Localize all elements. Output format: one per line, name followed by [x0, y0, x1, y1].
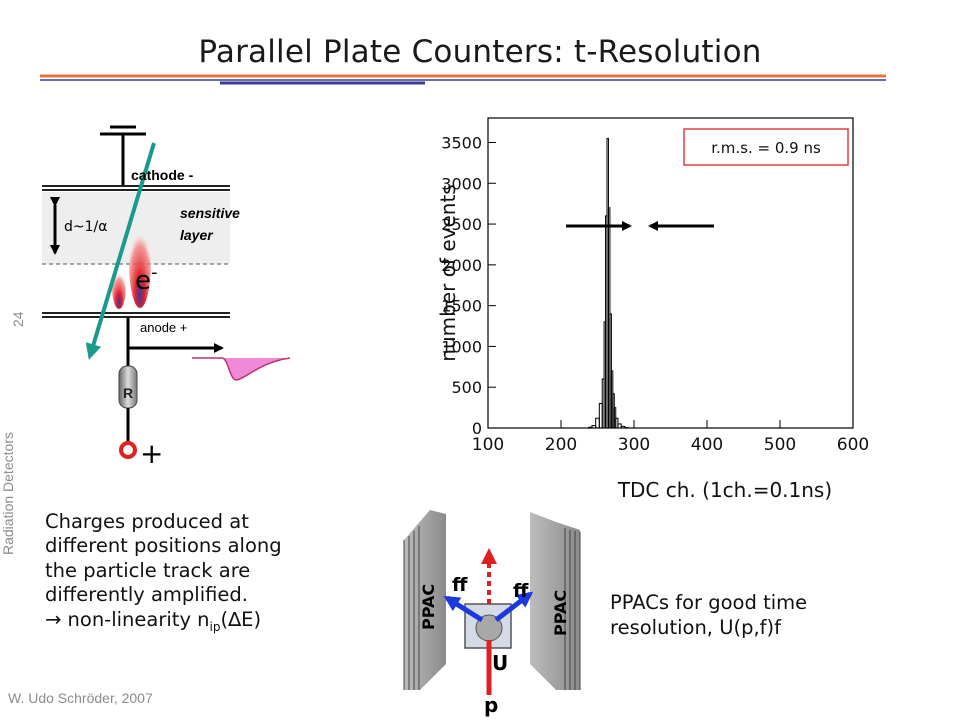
x-tick-label: 100 — [472, 435, 504, 455]
y-tick-label: 3500 — [441, 133, 482, 152]
description-text-prefix: → non-linearity n — [45, 607, 210, 631]
ff-left-label: ff — [452, 574, 468, 596]
y-tick-label: 1500 — [441, 297, 482, 316]
ppac-left-label: PPAC — [419, 584, 438, 630]
ff-right-label: ff — [513, 580, 529, 602]
x-tick-label: 600 — [837, 435, 869, 455]
author-footer: W. Udo Schröder, 2007 — [8, 690, 153, 706]
y-tick-label: 3000 — [441, 174, 482, 193]
description-subscript: ip — [209, 619, 221, 634]
signal-pulse-outline — [192, 357, 291, 381]
gap-label: d~1/α — [64, 219, 107, 235]
description-line: Charges produced at — [45, 510, 249, 533]
y-tick-label: 2000 — [441, 256, 482, 275]
plot-frame — [487, 117, 854, 429]
sensitive-label-1: sensitive — [180, 205, 240, 221]
signal-pulse — [192, 358, 290, 380]
y-axis-label: number of events — [436, 184, 460, 361]
description-line: different positions along — [45, 534, 282, 558]
y-tick-label: 500 — [451, 378, 482, 397]
header-rule — [40, 74, 886, 85]
histogram-bars — [588, 137, 629, 429]
particle-track — [85, 142, 156, 360]
ppac-caption-line: resolution, U(p,f)f — [610, 616, 781, 640]
x-axis-label: TDC ch. (1ch.=0.1ns) — [617, 478, 832, 502]
slide-title: Parallel Plate Counters: t-Resolution — [198, 34, 762, 70]
sensitive-label-2: layer — [180, 227, 214, 243]
x-axis-ticks: 100 200 300 400 500 600 — [472, 420, 869, 455]
rms-label: r.m.s. = 0.9 ns — [711, 139, 821, 157]
x-tick-label: 200 — [545, 435, 577, 455]
cathode-label: cathode - — [131, 167, 194, 183]
y-tick-label: 2500 — [441, 215, 482, 234]
histogram-bar — [615, 417, 619, 429]
avalanche-large — [129, 216, 151, 308]
ppac-caption-line: PPACs for good time — [610, 591, 808, 614]
y-tick-label: 1000 — [441, 337, 482, 356]
x-tick-label: 500 — [764, 435, 796, 455]
ppac-diagram: PPAC PPAC ff ff U p — [403, 510, 581, 717]
histogram-chart: 100 200 300 400 500 600 0 500 1000 1500 2000 2500 3… — [436, 117, 869, 502]
resistor-label: R — [123, 385, 133, 401]
anode-label: anode + — [140, 320, 187, 335]
ppac-left-plate — [403, 510, 446, 690]
histogram-bar — [595, 417, 600, 429]
ground-symbol — [100, 125, 146, 186]
ppac-right-plate — [530, 512, 581, 690]
ff-right-arrow — [494, 591, 534, 622]
rms-box — [683, 128, 849, 166]
electron-label: e- — [135, 262, 158, 296]
description-line: → non-linearity nip(∆E) — [45, 608, 365, 635]
description-text-suffix: (∆E) — [220, 607, 262, 631]
y-axis-ticks: 0 500 1000 1500 2000 2500 3000 3500 — [441, 133, 496, 438]
hv-terminal — [119, 441, 137, 459]
recoil-arrowhead — [481, 548, 497, 564]
ppac-caption: PPACs for good time resolution, U(p,f)f — [610, 590, 807, 641]
cathode-plate — [42, 185, 230, 191]
description-line: the particle track are — [45, 558, 251, 582]
x-tick-label: 400 — [691, 435, 723, 455]
histogram-bar — [620, 425, 626, 429]
plus-label: + — [140, 437, 163, 470]
ppac-right-label: PPAC — [551, 590, 570, 636]
anode-plate — [42, 312, 230, 318]
p-label: p — [484, 693, 498, 717]
ff-left-arrow — [443, 595, 484, 623]
y-tick-label: 0 — [472, 419, 482, 438]
histogram-bar — [591, 425, 597, 429]
counter-diagram: cathode - d~1/α sensitive layer e- anode… — [42, 125, 291, 470]
x-tick-label: 300 — [618, 435, 650, 455]
description-line: differently amplified. — [45, 583, 248, 607]
description-text: Charges produced at different positions … — [45, 510, 365, 634]
u-label: U — [492, 651, 508, 675]
